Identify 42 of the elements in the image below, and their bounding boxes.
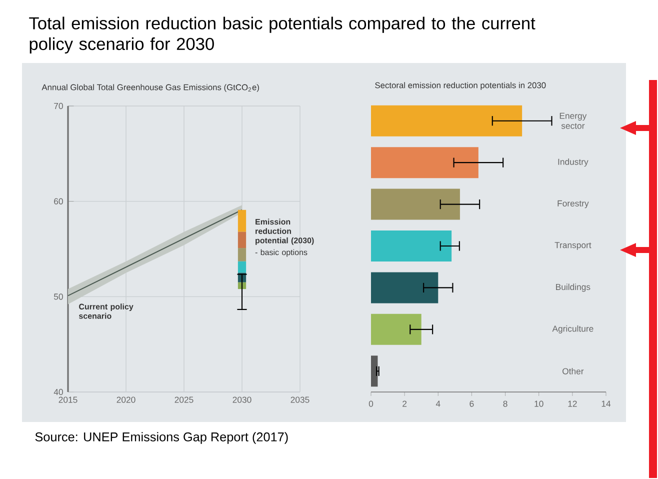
y-tick-label: Forestry (558, 200, 589, 208)
x-tick-label: 10 (534, 400, 544, 407)
chart-subtitle: Annual Global Total Greenhouse Gas Emissions (GtCO$_{2}$e) (42, 84, 259, 92)
bar (238, 210, 246, 232)
annotation: Emission reduction potential (2030) (256, 218, 314, 245)
y-tick-label: Buildings (556, 284, 590, 292)
x-tick-label: 0 (368, 400, 374, 407)
x-tick-label: 2020 (116, 396, 136, 403)
bar (238, 232, 246, 248)
bar (238, 248, 246, 262)
y-tick-label: Industry (558, 158, 588, 167)
y-tick-label: 60 (54, 198, 63, 204)
y-tick-label: Energy sector (560, 112, 587, 129)
x-tick-label: 12 (568, 400, 577, 407)
y-tick-label: Agriculture (552, 325, 594, 334)
bar (371, 314, 422, 345)
y-tick-label: 50 (54, 294, 63, 300)
bar (371, 147, 478, 178)
x-tick-label: 2030 (232, 396, 252, 403)
x-tick-label: 2015 (58, 396, 78, 403)
y-tick-label: 70 (54, 102, 63, 110)
x-tick-label: 2035 (290, 396, 310, 403)
y-tick-label: 40 (54, 388, 63, 396)
bar (371, 188, 460, 220)
bar (371, 105, 522, 136)
y-tick-label: Other (562, 368, 584, 374)
bar (371, 230, 452, 262)
bar (371, 356, 378, 387)
x-tick-label: 2 (402, 400, 407, 407)
source-note: Source: UNEP Emissions Gap Report (2017) (35, 432, 288, 444)
annotation: Current policy scenario (78, 304, 134, 319)
x-tick-label: 6 (470, 400, 474, 407)
x-tick-label: 2025 (174, 396, 194, 403)
chart-title: Sectoral emission reduction potentials in 2030 (375, 82, 546, 90)
bar (238, 261, 246, 273)
x-tick-label: 14 (602, 400, 611, 407)
annotation: - basic options (255, 249, 308, 257)
x-tick-label: 4 (436, 400, 440, 407)
bar (371, 272, 438, 304)
x-tick-label: 8 (503, 400, 508, 407)
y-tick-label: Transport (554, 242, 592, 250)
chart-title: Total emission reduction basic potentials compared to the current policy scenario for 2030 (29, 16, 536, 54)
